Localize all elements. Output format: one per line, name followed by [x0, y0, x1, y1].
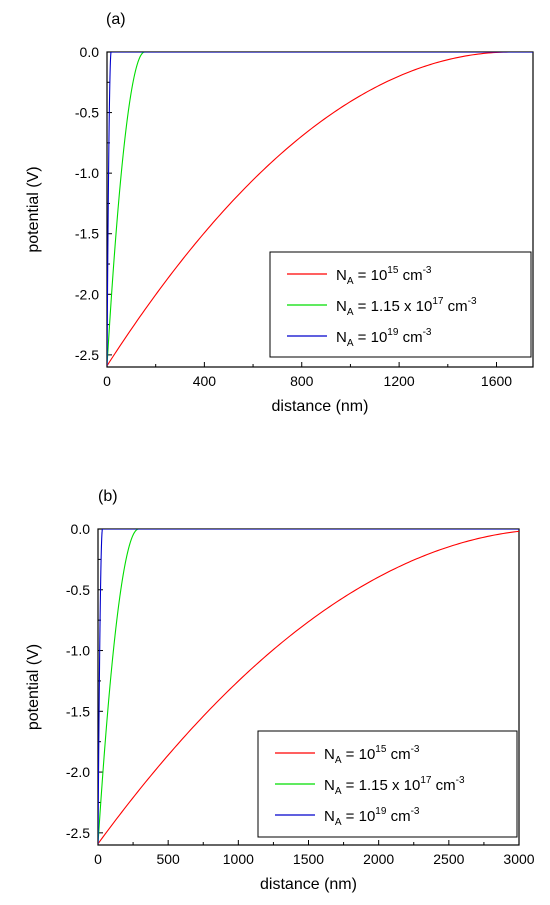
x-tick-label: 0 [103, 373, 111, 389]
y-axis-label: potential (V) [25, 644, 42, 730]
legend-entry-2: NA = 1.15 x 1017 cm-3 [324, 775, 465, 797]
series-line-1 [107, 52, 533, 367]
series-line-2 [107, 52, 533, 366]
legend: NA = 1015 cm-3 NA = 1.15 x 1017 cm-3 NA = … [257, 730, 518, 838]
series-line-1 [98, 530, 519, 845]
x-tick-label: 1500 [293, 851, 324, 867]
y-tick-label: -2.5 [75, 347, 99, 363]
x-tick-label: 2500 [433, 851, 464, 867]
x-tick-label: 800 [290, 373, 314, 389]
chart-panel-2: (b) 0 500 1000 1500 2000 2500 3000 0.0 -0.5 -1.0 -1… [25, 488, 535, 893]
legend-entry-3: NA = 1019 cm-3 [336, 327, 432, 349]
y-tick-label: -1.5 [75, 226, 99, 242]
series-line-3 [107, 52, 533, 366]
x-tick-label: 2000 [363, 851, 394, 867]
y-tick-label: 0.0 [71, 521, 91, 537]
y-tick-label: -2.0 [75, 286, 99, 302]
y-tick-label: -2.5 [66, 825, 90, 841]
panel-label: (a) [106, 11, 126, 28]
legend-entry-3: NA = 1019 cm-3 [324, 806, 420, 828]
y-tick-label: -1.5 [66, 703, 90, 719]
legend-entry-1: NA = 1015 cm-3 [336, 265, 432, 287]
x-tick-label: 400 [193, 373, 217, 389]
series-line-2 [98, 529, 519, 844]
series-line-3 [98, 529, 519, 844]
y-tick-label: 0.0 [80, 44, 100, 60]
x-tick-label: 1600 [481, 373, 512, 389]
chart-panel-1: (a) 0 400 800 1200 1600 0.0 -0.5 -1.0 -1.5 -2.0 -2.… [25, 11, 534, 415]
y-axis-label: potential (V) [25, 166, 42, 252]
legend-entry-1: NA = 1015 cm-3 [324, 744, 420, 766]
x-tick-label: 500 [156, 851, 180, 867]
x-tick-label: 0 [94, 851, 102, 867]
x-tick-label: 1000 [223, 851, 254, 867]
y-tick-label: -0.5 [66, 582, 90, 598]
y-tick-label: -1.0 [75, 165, 99, 181]
y-tick-label: -2.0 [66, 764, 90, 780]
x-axis-label: distance (nm) [272, 398, 369, 415]
x-axis-label: distance (nm) [260, 876, 357, 893]
legend-entry-2: NA = 1.15 x 1017 cm-3 [336, 296, 477, 318]
x-tick-label: 3000 [503, 851, 534, 867]
y-tick-label: -0.5 [75, 105, 99, 121]
x-tick-label: 1200 [384, 373, 415, 389]
y-tick-label: -1.0 [66, 643, 90, 659]
panel-label: (b) [98, 488, 118, 505]
legend: NA = 1015 cm-3 NA = 1.15 x 1017 cm-3 NA = … [269, 251, 532, 358]
